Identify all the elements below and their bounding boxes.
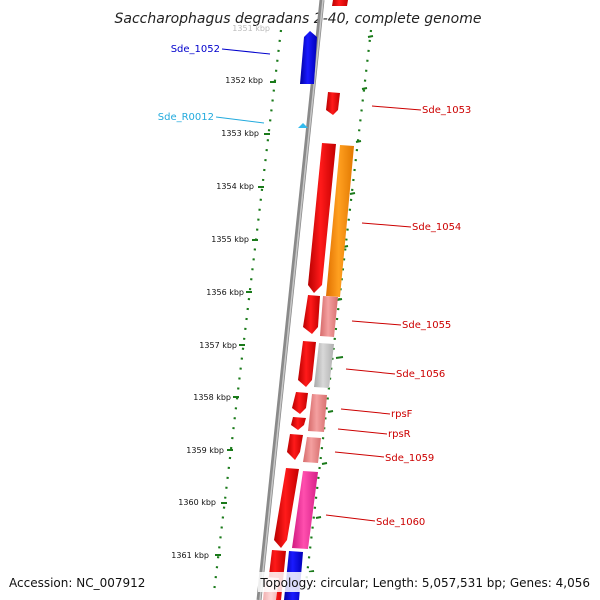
label-connector (337, 428, 388, 435)
gene-feature-sde-1052[interactable] (300, 31, 317, 84)
footer-backdrop (258, 572, 598, 592)
kbp-label: 1352 kbp (225, 76, 263, 85)
accession-text: Accession: NC_007912 (9, 576, 145, 590)
gene-label-sde-1055[interactable]: Sde_1055 (402, 320, 451, 331)
gene-feature[interactable] (332, 0, 348, 6)
gene-feature-rpsf-shadow (308, 394, 327, 432)
label-connector (340, 408, 391, 415)
label-connector (215, 116, 265, 124)
gene-feature-sde-1060[interactable] (274, 468, 299, 548)
gene-label-sde-1056[interactable]: Sde_1056 (396, 369, 445, 380)
kbp-label: 1354 kbp (216, 182, 254, 191)
genome-backbone-highlight (259, 0, 324, 600)
gene-label-sde-1052[interactable]: Sde_1052 (171, 44, 220, 55)
left-tick-track (212, 29, 283, 593)
left-major-ticks (215, 81, 276, 556)
gene-label-sde-r0012[interactable]: Sde_R0012 (158, 112, 214, 123)
gene-label-sde-1053[interactable]: Sde_1053 (422, 105, 471, 116)
gene-feature-sde-1053[interactable] (326, 92, 340, 115)
gene-feature-sde-1059[interactable] (287, 434, 303, 460)
kbp-label: 1361 kbp (171, 551, 209, 560)
kbp-label: 1355 kbp (211, 235, 249, 244)
kbp-label: 1357 kbp (199, 341, 237, 350)
label-connector (334, 451, 385, 458)
genome-backbone (256, 0, 325, 600)
kbp-label: 1359 kbp (186, 446, 224, 455)
gene-feature-sde-1055-shadow (320, 296, 338, 337)
gene-label-sde-1060[interactable]: Sde_1060 (376, 517, 425, 528)
label-connector (351, 320, 402, 326)
gene-feature-sde-1054[interactable] (308, 143, 336, 293)
topology-text: Topology: circular; Length: 5,057,531 bp… (259, 576, 590, 590)
kbp-label: 1360 kbp (178, 498, 216, 507)
gene-label-rpsf[interactable]: rpsF (391, 409, 413, 420)
gene-label-sde-1059[interactable]: Sde_1059 (385, 453, 434, 464)
map-title: Saccharophagus degradans 2-40, complete … (115, 11, 482, 27)
kbp-label: 1353 kbp (221, 129, 259, 138)
label-connector (371, 105, 422, 111)
right-tick-track (303, 29, 373, 593)
gene-feature-sde-1055[interactable] (303, 295, 320, 334)
kbp-label-partial: 1351 kbp (232, 24, 270, 33)
label-connector (221, 48, 271, 55)
gene-feature-sde-1056-shadow (314, 343, 334, 388)
gene-feature-sde-1059-shadow (303, 437, 321, 463)
kbp-label: 1356 kbp (206, 288, 244, 297)
gene-feature-sde-1056[interactable] (298, 341, 316, 387)
gene-feature-sde-r0012[interactable] (298, 123, 308, 128)
gene-feature-rpsr[interactable] (291, 417, 306, 430)
gene-label-rpsr[interactable]: rpsR (388, 429, 411, 440)
label-connector (361, 222, 412, 228)
label-connector (325, 514, 376, 522)
gene-label-sde-1054[interactable]: Sde_1054 (412, 222, 461, 233)
gene-feature-sde-1054-shadow (326, 145, 354, 297)
gene-feature-rpsf[interactable] (292, 392, 308, 414)
label-connector (345, 368, 396, 375)
kbp-label: 1358 kbp (193, 393, 231, 402)
gene-feature-sde-1060-shadow (292, 471, 318, 549)
right-major-ticks (308, 35, 374, 573)
